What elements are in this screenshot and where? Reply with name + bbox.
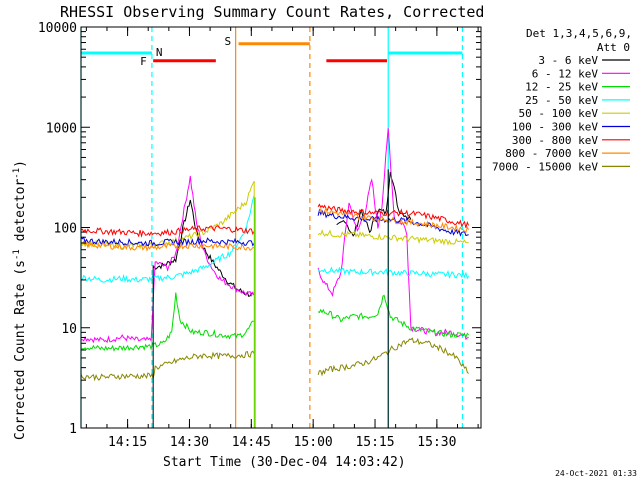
series-line [317,337,469,377]
series-line [81,195,255,284]
legend-entry-label: 12 - 25 keV [525,81,598,94]
legend-entry-label: 25 - 50 keV [525,94,598,107]
series-line [317,229,469,246]
legend-entry-label: 100 - 300 keV [512,121,598,134]
y-tick-label: 10000 [38,21,77,36]
legend-header-attenuator: Att 0 [597,41,630,54]
y-axis-label: Corrected Count Rate (s-1 detector-1) [12,160,28,440]
x-tick-label: 15:15 [355,435,394,450]
series-line [81,180,255,250]
x-tick-label: 14:30 [170,435,209,450]
y-tick-label: 10 [61,322,77,337]
legend-entry-label: 800 - 7000 keV [505,147,598,160]
x-tick-label: 14:15 [108,435,147,450]
legend-entry-label: 6 - 12 keV [532,67,599,80]
series-line [336,171,412,237]
tick-labels: 1 10 100 1000 10000 14:15 14:30 14:45 15:00 15:15… [38,21,457,450]
legend-header-detectors: Det 1,3,4,5,6,9, [526,27,632,40]
series-line [317,128,469,341]
chart-title: RHESSI Observing Summary Count Rates, Co… [60,3,484,21]
series-line [81,225,255,238]
legend-entry-label: 3 - 6 keV [538,54,598,67]
y-axis-label-end: ) [13,160,28,168]
series-line [81,240,255,252]
series-line [317,203,470,228]
y-axis-label-sup1: -1 [12,249,22,260]
series-line [81,175,255,344]
y-axis-label-sup2: -1 [12,168,22,179]
series-line [317,266,470,280]
footer-timestamp: 24-Oct-2021 01:33 [555,469,637,478]
series-line [81,350,255,382]
legend-entry-label: 300 - 800 keV [512,134,598,147]
x-tick-label: 14:45 [232,435,271,450]
plot-frame-rect [80,26,482,429]
saa-flag-label: S [225,35,232,48]
legend-entry-label: 7000 - 15000 keV [492,160,598,173]
y-tick-label: 1 [69,422,77,437]
y-axis-label-mid: detector [13,179,28,250]
x-tick-label: 15:30 [417,435,456,450]
legend-entry-label: 50 - 100 keV [519,107,599,120]
x-tick-label: 15:00 [294,435,333,450]
y-axis-label-main: Corrected Count Rate (s [13,260,28,440]
series-line [317,208,469,237]
series-line [81,236,255,247]
plot-frame [80,26,482,429]
y-tick-label: 100 [54,222,77,237]
x-axis-label: Start Time (30-Dec-04 14:03:42) [163,455,406,470]
flare-flag-label: F [140,55,147,68]
series-line [81,292,255,352]
series-line [317,294,469,339]
night-flag-label: N [156,46,163,59]
y-tick-label: 1000 [46,121,77,136]
series-line [318,207,470,234]
series-layer [81,128,470,428]
